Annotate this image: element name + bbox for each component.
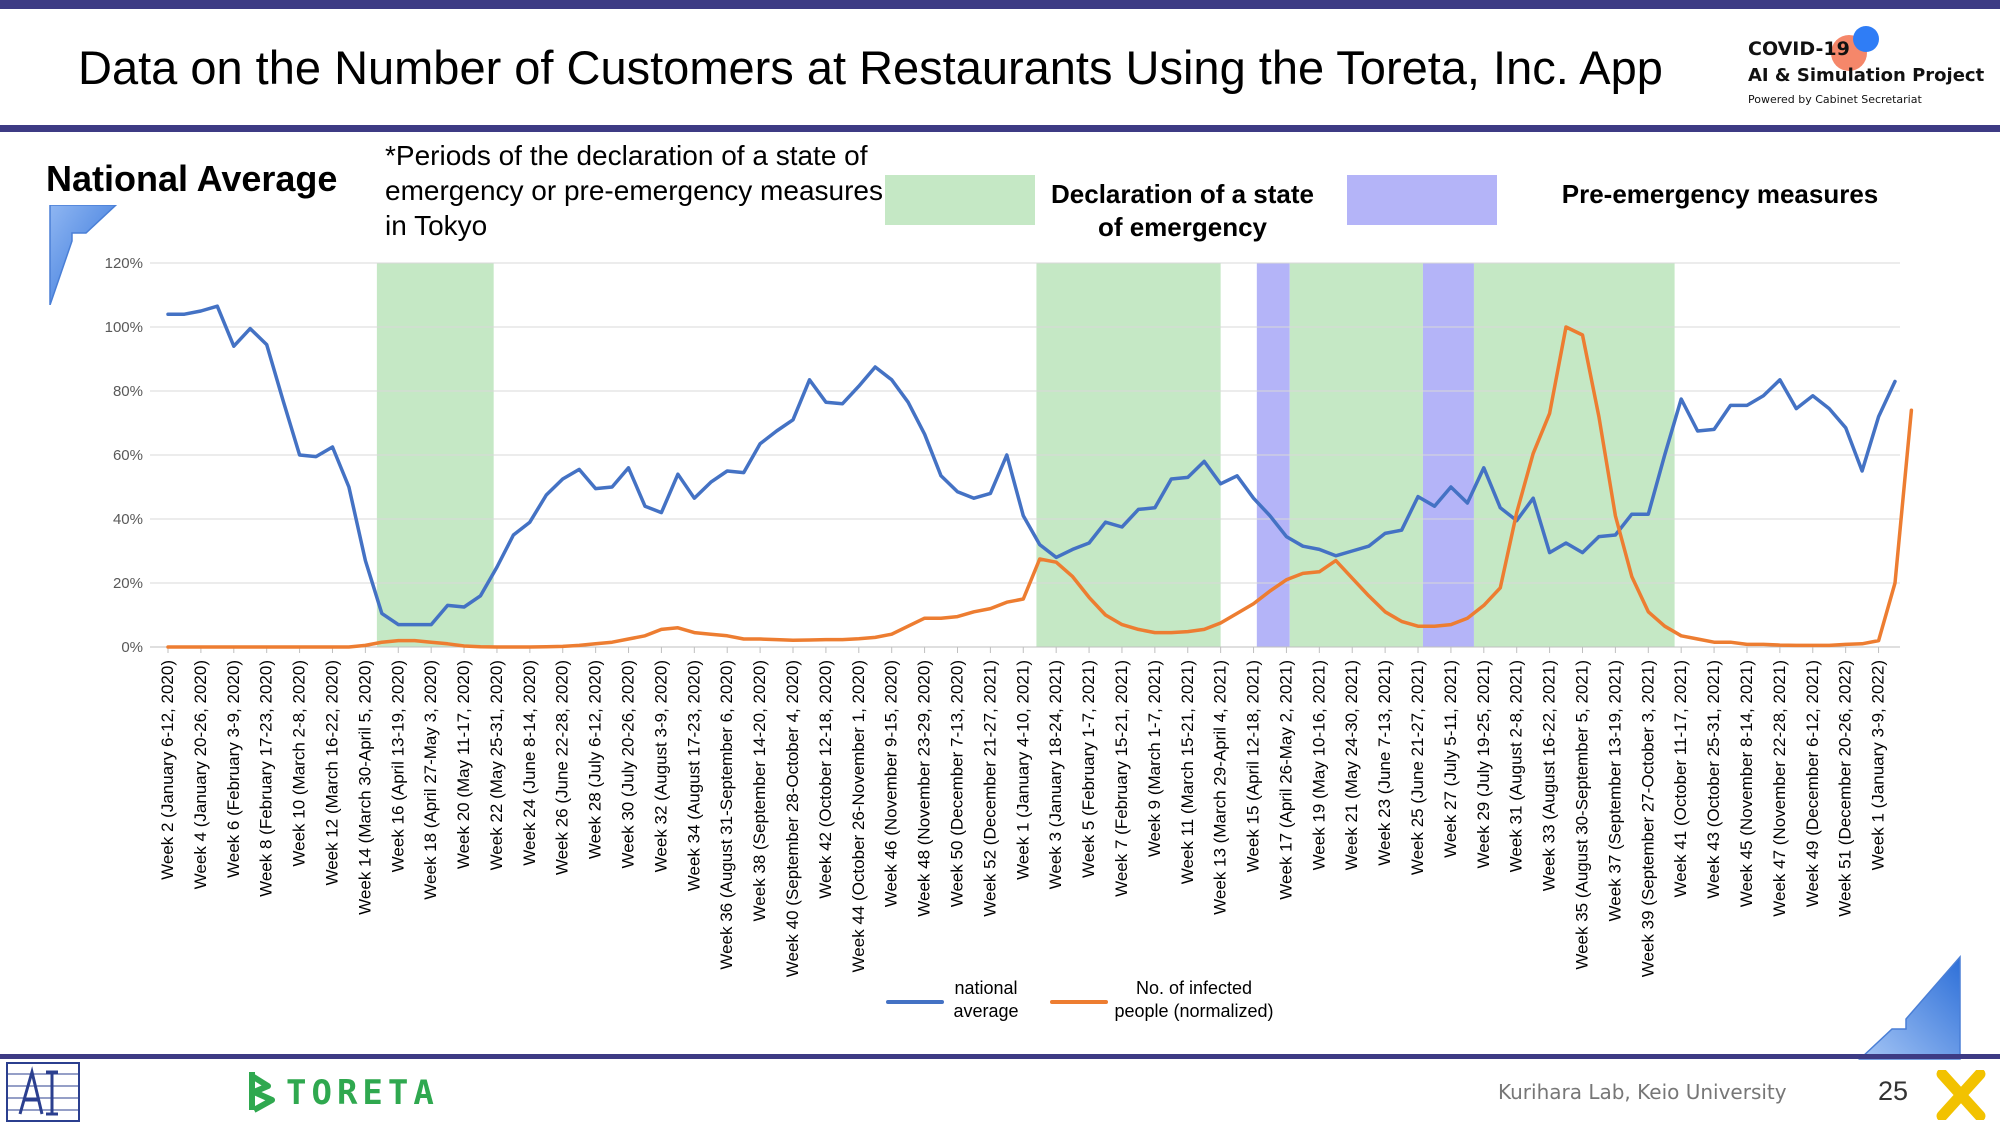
- x-tick-label: Week 36 (August 31-September 6, 2020): [717, 660, 736, 970]
- x-tick-label: Week 4 (January 20-26, 2020): [191, 660, 210, 889]
- x-tick-label: Week 12 (March 16-22, 2020): [322, 660, 341, 886]
- x-tick-label: Week 26 (June 22-28, 2020): [553, 660, 572, 875]
- legend-national-label: national: [954, 978, 1017, 998]
- x-tick-label: Week 8 (February 17-23, 2020): [257, 660, 276, 897]
- legend-pre-emergency-swatch: [1347, 175, 1497, 225]
- x-tick-label: Week 43 (October 25-31, 2021): [1704, 660, 1723, 899]
- corner-decoration-top-left: [49, 205, 118, 305]
- x-tick-label: Week 37 (September 13-19, 2021): [1605, 660, 1624, 921]
- x-tick-label: Week 52 (December 21-27, 2021): [980, 660, 999, 917]
- corner-decoration-bottom-right: [1858, 955, 1961, 1060]
- x-tick-label: Week 25 (June 21-27, 2021): [1408, 660, 1427, 875]
- x-tick-label: Week 1 (January 4-10, 2021): [1013, 660, 1032, 880]
- x-tick-label: Week 3 (January 18-24, 2021): [1046, 660, 1065, 889]
- x-tick-label: Week 13 (March 29-April 4, 2021): [1211, 660, 1230, 915]
- x-tick-label: Week 51 (December 20-26, 2022): [1836, 660, 1855, 917]
- legend-emergency-swatch: [885, 175, 1035, 225]
- x-tick-label: Week 6 (February 3-9, 2020): [224, 660, 243, 878]
- footer-credit: Kurihara Lab, Keio University: [1498, 1080, 1787, 1104]
- header-top-bar: [0, 0, 2000, 9]
- logo-line-2: AI & Simulation Project: [1748, 65, 1985, 86]
- x-tick-label: Week 44 (October 26-November 1, 2020): [849, 660, 868, 972]
- x-tick-label: Week 38 (September 14-20, 2020): [750, 660, 769, 921]
- legend-infected-label: people (normalized): [1114, 1001, 1273, 1021]
- footer-divider: [0, 1054, 2000, 1059]
- x-tick-label: Week 14 (March 30-April 5, 2020): [355, 660, 374, 915]
- y-tick-label: 0%: [121, 639, 143, 656]
- x-tick-label: Week 40 (September 28-October 4, 2020): [783, 660, 802, 977]
- page-number: 25: [1878, 1076, 1909, 1106]
- x-tick-label: Week 28 (July 6-12, 2020): [586, 660, 605, 859]
- x-tick-label: Week 33 (August 16-22, 2021): [1540, 660, 1559, 891]
- x-tick-label: Week 46 (November 9-15, 2020): [882, 660, 901, 907]
- legend-infected-label: No. of infected: [1136, 978, 1252, 998]
- x-tick-label: Week 34 (August 17-23, 2020): [684, 660, 703, 891]
- legend-national-label: average: [953, 1001, 1018, 1021]
- x-tick-label: Week 20 (May 11-17, 2020): [454, 660, 473, 869]
- x-tick-label: Week 5 (February 1-7, 2021): [1079, 660, 1098, 878]
- x-tick-label: Week 27 (July 5-11, 2021): [1441, 660, 1460, 858]
- x-tick-label: Week 45 (November 8-14, 2021): [1737, 660, 1756, 907]
- covid-ai-logo: COVID-19 AI & Simulation Project Powered…: [1748, 26, 1988, 115]
- x-tick-label: Week 21 (May 24-30, 2021): [1342, 660, 1361, 870]
- x-tick-label: Week 2 (January 6-12, 2020): [158, 660, 177, 880]
- legend-emergency-label: Declaration of a state of emergency: [1051, 179, 1314, 242]
- x-tick-label: Week 29 (July 19-25, 2021): [1474, 660, 1493, 869]
- x-tick-label: Week 22 (May 25-31, 2020): [487, 660, 506, 870]
- x-tick-label: Week 19 (May 10-16, 2021): [1309, 660, 1328, 870]
- x-tick-label: Week 1 (January 3-9, 2022): [1869, 660, 1888, 870]
- x-tick-label: Week 42 (October 12-18, 2020): [816, 660, 835, 899]
- x-tick-label: Week 18 (April 27-May 3, 2020): [421, 660, 440, 900]
- lab-logo-icon: [6, 1062, 80, 1122]
- x-tick-label: Week 11 (March 15-21, 2021): [1178, 660, 1197, 884]
- x-tick-label: Week 49 (December 6-12, 2021): [1803, 660, 1822, 907]
- infected-people-line: [166, 325, 1914, 649]
- chart-subtitle: National Average: [46, 158, 338, 199]
- x-tick-label: Week 9 (March 1-7, 2021): [1145, 660, 1164, 857]
- logo-line-1: COVID-19: [1748, 38, 1850, 60]
- y-tick-label: 100%: [105, 319, 143, 336]
- page-title: Data on the Number of Customers at Resta…: [78, 41, 1663, 94]
- x-tick-label: Week 30 (July 20-26, 2020): [619, 660, 638, 869]
- x-tick-label: Week 31 (August 2-8, 2021): [1507, 660, 1526, 872]
- x-tick-label: Week 41 (October 11-17, 2021): [1671, 660, 1690, 898]
- x-tick-label: Week 10 (March 2-8, 2020): [290, 660, 309, 867]
- national-average-line: [166, 304, 1897, 627]
- x-tick-label: Week 15 (April 12-18, 2021): [1244, 660, 1263, 872]
- header-divider: [0, 125, 2000, 132]
- y-tick-label: 80%: [113, 383, 143, 400]
- toreta-mark-icon: [249, 1072, 275, 1113]
- toreta-wordmark: TORETA: [286, 1073, 439, 1113]
- x-tick-label: Week 24 (June 8-14, 2020): [520, 660, 539, 866]
- x-tick-label: Week 7 (February 15-21, 2021): [1112, 660, 1131, 897]
- y-tick-label: 60%: [113, 447, 143, 464]
- x-tick-label: Week 47 (November 22-28, 2021): [1770, 660, 1789, 917]
- x-tick-label: Week 35 (August 30-September 5, 2021): [1572, 660, 1591, 970]
- x-tick-label: Week 50 (December 7-13, 2020): [947, 660, 966, 907]
- emergency-note: *Periods of the declaration of a state o…: [385, 140, 883, 241]
- x-tick-label: Week 39 (September 27-October 3, 2021): [1638, 660, 1657, 977]
- x-tick-label: Week 16 (April 13-19, 2020): [388, 660, 407, 872]
- y-tick-label: 40%: [113, 511, 143, 528]
- y-tick-label: 120%: [105, 255, 143, 272]
- y-tick-label: 20%: [113, 575, 143, 592]
- logo-line-3: Powered by Cabinet Secretariat: [1748, 93, 1922, 106]
- x-tick-label: Week 23 (June 7-13, 2021): [1375, 660, 1394, 866]
- x-tick-label: Week 17 (April 26-May 2, 2021): [1276, 660, 1295, 900]
- x-tick-label: Week 48 (November 23-29, 2020): [915, 660, 934, 917]
- x-logo-icon: [1936, 1070, 1986, 1120]
- legend-pre-emergency-label: Pre-emergency measures: [1561, 179, 1879, 209]
- x-tick-label: Week 32 (August 3-9, 2020): [651, 660, 670, 872]
- logo-blue-dot: [1853, 26, 1879, 52]
